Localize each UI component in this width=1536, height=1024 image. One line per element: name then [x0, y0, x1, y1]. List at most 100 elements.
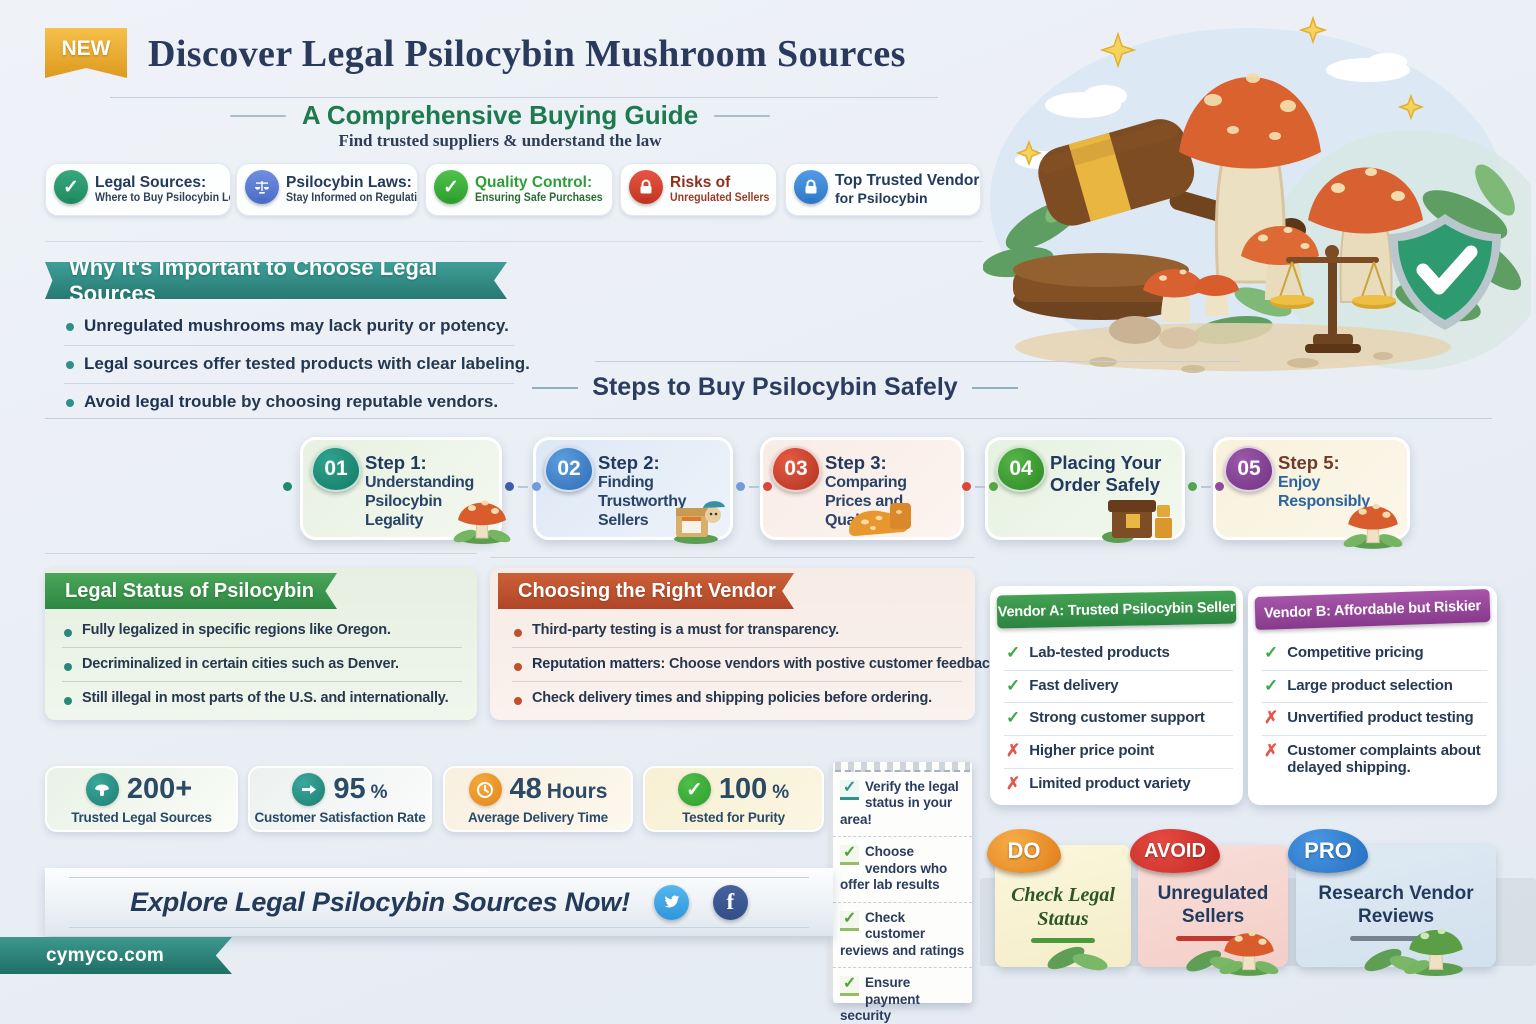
- heading-dash: [971, 386, 1018, 389]
- check-pin-icon: [434, 170, 468, 204]
- stat-card-delivery: 48 Hours Average Delivery Time: [443, 766, 633, 832]
- bullet-item: Reputation matters: Choose vendors with …: [512, 648, 1002, 682]
- checklist-item: ✓ Ensure payment security: [840, 975, 920, 1024]
- twitter-icon[interactable]: [653, 884, 689, 920]
- vendor-a-features: ✓ Lab-tested products ✓ Fast delivery ✓ Str…: [1004, 638, 1233, 800]
- perforation-edge: [835, 762, 970, 772]
- subtitle: A Comprehensive Buying Guide: [301, 100, 699, 130]
- why-important-bullets: Unregulated mushrooms may lack purity or…: [64, 308, 530, 421]
- steps-heading: Steps to Buy Psilocybin Safely: [475, 373, 1075, 402]
- step-number-pin: 04: [996, 446, 1046, 492]
- vendor-feature-row: ✓ Lab-tested products: [1004, 638, 1233, 671]
- scales-pin-icon: [245, 170, 279, 204]
- pro-badge: PRO: [1288, 829, 1368, 873]
- underline-bar: [1176, 935, 1250, 941]
- stat-label: Tested for Purity: [682, 810, 785, 825]
- section-heading-legal-status: Legal Status of Psilocybin: [45, 573, 337, 609]
- vendor-feature-row: ✗ Unvertified product testing: [1262, 703, 1487, 737]
- advice-text: Research Vendor Reviews: [1318, 883, 1474, 927]
- mushroom-illustration: [452, 500, 512, 544]
- checkmark-icon: ✓: [1264, 675, 1279, 695]
- checkbox-icon: ✓: [840, 976, 859, 997]
- stat-card-purity: 100% Tested for Purity: [643, 766, 824, 832]
- bullet-item: Third-party testing is a must for transp…: [512, 614, 962, 648]
- vendor-b-heading: Vendor B: Affordable but Riskier: [1254, 588, 1491, 631]
- bullet-item: Fully legalized in specific regions like…: [62, 614, 462, 648]
- checkmark-icon: ✓: [1006, 708, 1021, 728]
- topic-badge-legal-sources: Legal Sources: Where to Buy Psilocybin L…: [45, 163, 231, 216]
- checkbox-icon: ✓: [840, 845, 859, 866]
- title-divider: [110, 97, 938, 98]
- avoid-badge: AVOID: [1130, 829, 1220, 873]
- step-connector: [283, 482, 292, 491]
- divider: [490, 557, 975, 558]
- heading-dash: [532, 386, 579, 389]
- stat-card-satisfaction: 95% Customer Satisfaction Rate: [248, 766, 432, 832]
- hero-illustration: [983, 15, 1531, 373]
- mushroom-illustration: [1402, 928, 1464, 976]
- divider: [45, 418, 1492, 419]
- advice-text: Unregulated Sellers: [1157, 883, 1269, 927]
- stat-card-sources: 200+ Trusted Legal Sources: [45, 766, 238, 832]
- leaf-illustration: [1044, 942, 1110, 974]
- facebook-icon[interactable]: f: [712, 884, 748, 920]
- vendor-feature-row: ✗ Limited product variety: [1006, 773, 1191, 793]
- checklist-item: ✓ Choose vendors who offer lab results: [833, 837, 972, 903]
- stat-label: Customer Satisfaction Rate: [254, 810, 426, 825]
- step-number-pin: 05: [1224, 446, 1274, 492]
- step-connector: [736, 482, 772, 491]
- step-number-pin: 01: [311, 446, 361, 492]
- step-number-pin: 02: [544, 446, 594, 492]
- step-connector: [1188, 482, 1224, 491]
- arrow-circle-icon: [292, 773, 326, 806]
- website-link[interactable]: cymyco.com: [0, 937, 232, 974]
- advice-card-do: DO Check Legal Status: [987, 829, 1131, 967]
- topic-badge-subtitle: Ensuring Safe Purchases: [475, 191, 603, 204]
- advice-text: Check Legal Status: [1011, 884, 1115, 930]
- bullet-item: Still illegal in most parts of the U.S. …: [62, 682, 462, 715]
- page-title: Discover Legal Psilocybin Mushroom Sourc…: [148, 33, 906, 75]
- bullet-item: Legal sources offer tested products with…: [64, 346, 530, 384]
- checkbox-icon: ✓: [840, 910, 859, 931]
- step-number-pin: 03: [771, 446, 821, 492]
- do-badge: DO: [987, 829, 1061, 873]
- shield-check-icon: [1389, 214, 1501, 330]
- clock-circle-icon: [468, 773, 502, 806]
- topic-badge-psilocybin-laws: Psilocybin Laws: Stay Informed on Regula…: [236, 163, 418, 216]
- step-connector: [505, 482, 541, 491]
- subtitle-row: A Comprehensive Buying Guide: [0, 100, 1000, 131]
- checklist-note: ✓ Verify the legal status in your area! ✓…: [828, 762, 972, 1023]
- underline-bar: [1350, 935, 1442, 941]
- mushroom-illustration: [1218, 930, 1280, 976]
- check-pin-icon: [54, 170, 88, 204]
- underline-bar: [1031, 938, 1095, 943]
- stat-label: Trusted Legal Sources: [71, 810, 212, 825]
- lock-pin-icon: [794, 170, 828, 204]
- section-heading-why-important: Why It's Important to Choose Legal Sourc…: [45, 262, 507, 299]
- topic-badge-trusted-vendors: Top Trusted Vendors for Psilocybin: [785, 163, 981, 216]
- topic-badge-title: Quality Control:: [475, 173, 593, 191]
- topic-badge-title: Top Trusted Vendors: [835, 172, 981, 190]
- topic-badge-subtitle: Unregulated Sellers: [670, 191, 770, 204]
- vendor-a-card: Vendor A: Trusted Psilocybin Seller ✓ Lab…: [990, 586, 1243, 805]
- vendor-a-heading: Vendor A: Trusted Psilocybin Seller: [996, 590, 1237, 629]
- mushroom-circle-icon: [85, 773, 119, 806]
- mushroom-illustration: [1342, 503, 1404, 549]
- vendor-feature-row: ✓ Competitive pricing: [1262, 638, 1487, 671]
- vendor-tips-bullets: Third-party testing is a must for transp…: [512, 614, 1002, 715]
- box-character-illustration: [674, 501, 725, 544]
- checkbox-icon: ✓: [840, 780, 859, 800]
- package-illustration: [1102, 500, 1172, 543]
- new-ribbon-badge: NEW: [45, 28, 127, 78]
- cta-banner: Explore Legal Psilocybin Sources Now! f: [45, 868, 833, 936]
- topic-badge-title: Risks of: [670, 173, 731, 191]
- subtitle-dash: [229, 114, 286, 117]
- cross-icon: ✗: [1006, 773, 1021, 793]
- checkmark-icon: ✓: [1006, 643, 1021, 662]
- step-connector: [962, 482, 998, 491]
- goods-illustration: [849, 503, 911, 536]
- checklist-item: ✓ Check customer reviews and ratings: [833, 903, 972, 969]
- bullet-item: Check delivery times and shipping polici…: [512, 682, 962, 715]
- legal-status-bullets: Fully legalized in specific regions like…: [62, 614, 462, 715]
